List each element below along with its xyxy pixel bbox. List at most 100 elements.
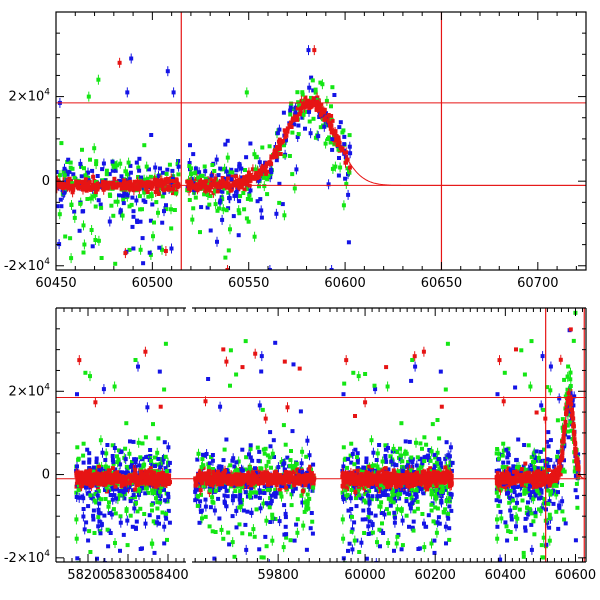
data-point xyxy=(400,459,405,464)
data-point xyxy=(232,554,237,559)
data-point xyxy=(378,544,382,549)
data-point xyxy=(377,504,382,509)
data-point xyxy=(122,496,127,501)
data-point xyxy=(137,488,142,493)
data-point xyxy=(271,474,276,479)
data-point xyxy=(218,166,223,171)
data-point xyxy=(162,387,167,392)
data-point xyxy=(273,340,278,345)
data-point xyxy=(212,474,217,479)
data-point xyxy=(257,449,262,454)
data-point xyxy=(304,98,309,103)
data-point xyxy=(240,447,245,452)
data-point xyxy=(432,467,436,472)
data-point xyxy=(338,120,343,125)
data-point xyxy=(164,511,169,516)
data-points-top xyxy=(56,45,586,270)
data-point xyxy=(265,192,270,197)
data-point xyxy=(126,465,131,470)
data-point xyxy=(121,180,126,185)
data-point xyxy=(199,480,204,485)
data-point xyxy=(294,461,299,466)
data-point xyxy=(226,530,231,535)
data-point xyxy=(309,75,314,80)
data-point xyxy=(189,166,193,171)
data-point xyxy=(237,522,242,527)
data-point xyxy=(101,478,106,483)
data-point xyxy=(166,184,171,189)
data-point xyxy=(351,370,356,375)
data-point xyxy=(112,475,117,480)
data-point xyxy=(203,497,208,502)
data-point xyxy=(193,171,198,176)
data-point xyxy=(437,521,442,526)
data-point xyxy=(426,513,431,518)
data-point xyxy=(208,194,213,198)
data-point xyxy=(289,503,294,508)
data-point xyxy=(208,177,213,182)
data-point xyxy=(194,184,199,189)
data-point xyxy=(75,479,80,484)
data-point xyxy=(81,250,86,255)
data-point xyxy=(377,527,382,532)
data-point xyxy=(250,490,254,495)
data-point xyxy=(295,517,300,522)
data-point xyxy=(287,477,292,482)
data-point xyxy=(411,519,416,524)
data-point xyxy=(95,181,100,186)
data-point xyxy=(305,492,310,497)
data-point xyxy=(343,488,348,493)
data-point xyxy=(143,435,148,440)
data-point xyxy=(113,467,118,472)
data-point xyxy=(254,470,259,475)
data-point xyxy=(275,131,280,136)
data-point xyxy=(103,458,108,462)
data-point xyxy=(154,473,159,478)
data-point xyxy=(133,495,137,500)
data-point xyxy=(123,446,128,451)
data-point xyxy=(292,483,297,488)
data-point xyxy=(410,358,415,362)
data-point xyxy=(115,470,120,475)
data-point xyxy=(110,477,115,482)
data-point xyxy=(235,468,240,472)
data-point xyxy=(309,478,314,483)
data-point xyxy=(160,187,165,192)
data-point xyxy=(252,478,257,483)
data-point xyxy=(265,161,270,166)
data-point xyxy=(392,548,396,553)
data-point xyxy=(247,193,252,198)
data-point xyxy=(433,505,438,510)
data-point xyxy=(156,178,161,183)
data-point xyxy=(238,489,243,494)
data-point xyxy=(224,208,229,213)
data-point xyxy=(297,103,302,108)
data-point xyxy=(155,506,160,511)
data-point xyxy=(140,236,145,241)
data-point xyxy=(126,186,131,191)
data-point xyxy=(146,184,151,188)
data-point xyxy=(272,455,276,459)
data-point xyxy=(135,218,139,223)
data-point xyxy=(254,170,259,175)
data-point xyxy=(148,181,153,186)
data-point xyxy=(146,490,151,495)
data-point xyxy=(314,99,319,104)
data-point xyxy=(282,479,287,484)
data-point xyxy=(197,520,202,525)
data-point xyxy=(309,95,313,100)
data-point xyxy=(110,159,115,164)
data-point xyxy=(447,496,452,501)
data-point xyxy=(251,470,255,475)
data-point xyxy=(124,192,129,197)
data-point xyxy=(215,469,220,474)
data-point xyxy=(374,458,379,462)
data-point xyxy=(291,117,296,122)
data-point xyxy=(124,507,129,512)
data-point xyxy=(98,529,103,534)
data-point xyxy=(337,156,341,160)
data-point xyxy=(129,202,134,207)
data-point xyxy=(404,513,409,518)
data-point xyxy=(346,457,351,462)
data-point xyxy=(94,460,99,464)
